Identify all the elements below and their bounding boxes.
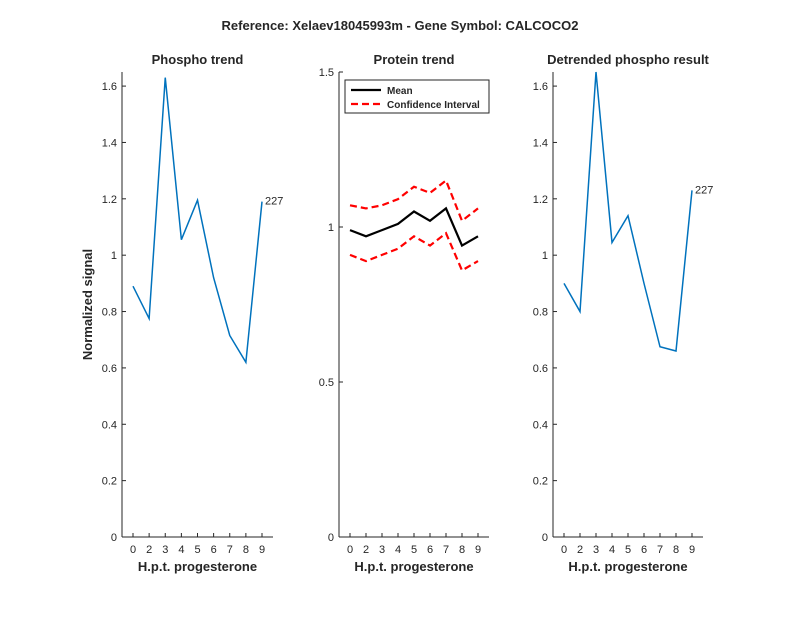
chart2-ytick-label: 0.6	[533, 363, 548, 375]
chart0-ytick-label: 0.6	[102, 363, 117, 375]
chart0-ytick-label: 0.8	[102, 307, 117, 319]
chart2-xlabel: H.p.t. progesterone	[568, 559, 687, 574]
chart0-xtick-label: 3	[162, 544, 168, 556]
chart0-ytick-label: 1.4	[102, 137, 117, 149]
chart0-xtick-label: 9	[259, 544, 265, 556]
chart0-xlabel: H.p.t. progesterone	[138, 559, 257, 574]
chart1-xtick-label: 8	[459, 544, 465, 556]
chart1-xtick-label: 5	[411, 544, 417, 556]
chart0-xtick-label: 0	[130, 544, 136, 556]
chart2-xtick-label: 7	[657, 544, 663, 556]
chart0-xtick-label: 4	[178, 544, 184, 556]
chart2-xtick-label: 6	[641, 544, 647, 556]
chart2-ytick-label: 0.4	[533, 419, 548, 431]
chart0-ytick-label: 1.6	[102, 81, 117, 93]
chart0-ylabel: Normalized signal	[80, 249, 95, 360]
chart2-ytick-label: 1	[542, 250, 548, 262]
chart1-legend-label-1: Confidence Interval	[387, 100, 480, 111]
chart2-title: Detrended phospho result	[547, 52, 709, 67]
chart1-ytick-label: 0.5	[319, 377, 334, 389]
chart1-ytick-label: 1.5	[319, 67, 334, 79]
chart2-ytick-label: 0.8	[533, 307, 548, 319]
chart2-xtick-label: 0	[561, 544, 567, 556]
chart2-xtick-label: 2	[577, 544, 583, 556]
chart1-ytick-label: 0	[328, 532, 334, 544]
chart0-series-0-line	[132, 77, 263, 365]
chart1-xlabel: H.p.t. progesterone	[354, 559, 473, 574]
chart1-xtick-label: 3	[379, 544, 385, 556]
chart0-title: Phospho trend	[152, 52, 244, 67]
chart1-legend-box	[344, 79, 490, 114]
chart2-ytick-label: 0.2	[533, 476, 548, 488]
chart0-ytick-label: 0.4	[102, 419, 117, 431]
chart0-ytick-label: 0.2	[102, 476, 117, 488]
chart1-series-1-line	[349, 178, 479, 223]
chart2-xtick-label: 3	[593, 544, 599, 556]
chart2-xtick-label: 8	[673, 544, 679, 556]
chart1-xtick-label: 0	[347, 544, 353, 556]
chart1-legend-label-0: Mean	[387, 86, 413, 97]
chart0-xtick-label: 6	[211, 544, 217, 556]
chart2-xtick-label: 5	[625, 544, 631, 556]
chart1-xtick-label: 2	[363, 544, 369, 556]
figure-title: Reference: Xelaev18045993m - Gene Symbol…	[222, 18, 579, 33]
chart0-annotation: 227	[265, 196, 283, 208]
chart0-xtick-label: 8	[243, 544, 249, 556]
chart0-xtick-label: 2	[146, 544, 152, 556]
chart1-xtick-label: 6	[427, 544, 433, 556]
chart1-xtick-label: 9	[475, 544, 481, 556]
chart1-xtick-label: 7	[443, 544, 449, 556]
chart0-ytick-label: 1	[111, 250, 117, 262]
chart2-ytick-label: 1.2	[533, 194, 548, 206]
chart2-xtick-label: 4	[609, 544, 615, 556]
chart1-xtick-label: 4	[395, 544, 401, 556]
chart0-ytick-label: 0	[111, 532, 117, 544]
chart0-xtick-label: 5	[194, 544, 200, 556]
chart2-ytick-label: 0	[542, 532, 548, 544]
chart2-annotation: 227	[695, 184, 713, 196]
chart1-title: Protein trend	[374, 52, 455, 67]
chart2-ytick-label: 1.4	[533, 137, 548, 149]
chart0-xtick-label: 7	[227, 544, 233, 556]
chart0-ytick-label: 1.2	[102, 194, 117, 206]
chart2-ytick-label: 1.6	[533, 81, 548, 93]
chart1-ytick-label: 1	[328, 222, 334, 234]
chart2-series-0-line	[563, 71, 693, 352]
chart2-xtick-label: 9	[689, 544, 695, 556]
